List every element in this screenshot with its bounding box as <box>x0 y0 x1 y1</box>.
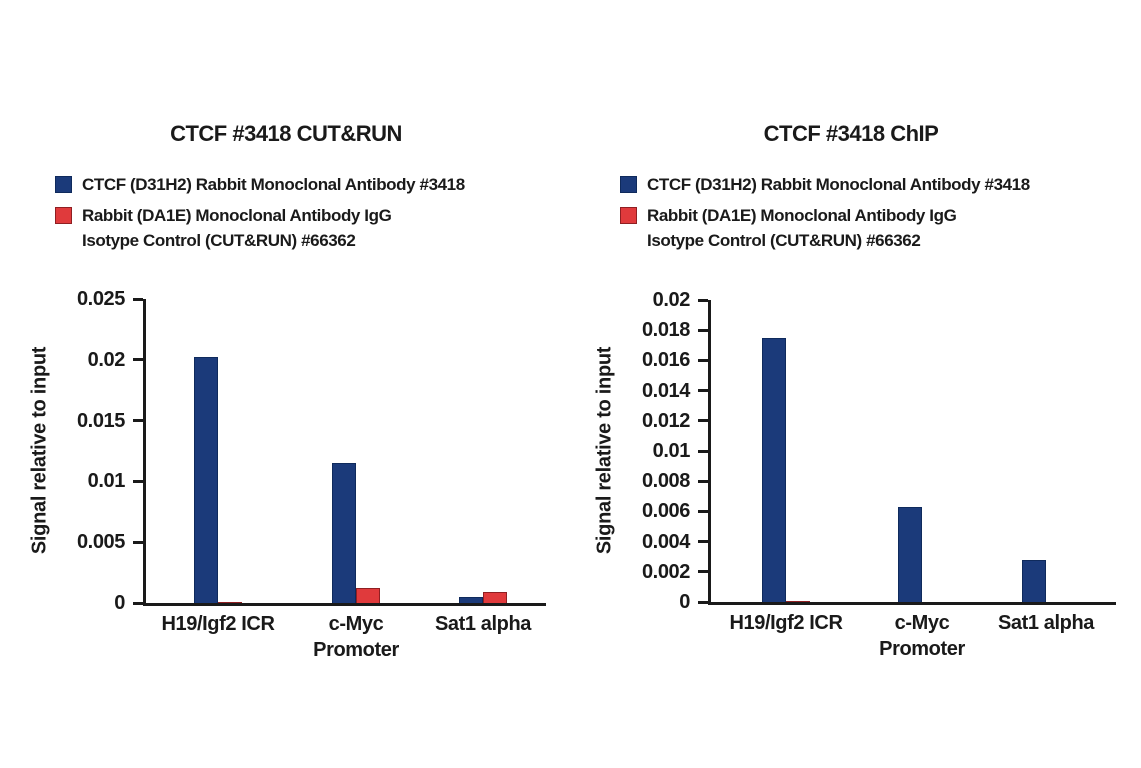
x-axis-label-sat1-alpha: Sat1 alpha <box>997 612 1095 634</box>
y-tick <box>698 449 708 453</box>
y-tick <box>698 328 708 332</box>
y-tick-label: 0.01 <box>652 440 691 462</box>
legend-swatch-red-icon <box>55 207 72 224</box>
x-axis-label-c-myc-promoter: c-Myc Promoter <box>313 613 399 661</box>
bar-ctcf-h19-igf2-icr <box>762 337 786 602</box>
plot-area: 0 0.005 0.01 0.015 0.02 0.025 H19/Igf2 ICR c-My… <box>77 288 546 661</box>
y-tick <box>698 419 708 423</box>
y-tick <box>133 479 143 483</box>
y-tick-label: 0.02 <box>652 289 691 311</box>
y-tick-label: 0.018 <box>641 319 690 342</box>
legend-label-igg: Rabbit (DA1E) Monoclonal Antibody IgG Is… <box>647 206 957 250</box>
x-axis-label-sat1-alpha: Sat1 alpha <box>434 613 532 635</box>
y-tick <box>133 297 143 301</box>
legend-entry-ctcf: CTCF (D31H2) Rabbit Monoclonal Antibody … <box>55 172 555 197</box>
x-axis-label-c-myc-promoter: c-Myc Promoter <box>879 612 965 660</box>
y-tick <box>698 479 708 483</box>
legend-label-igg: Rabbit (DA1E) Monoclonal Antibody IgG Is… <box>82 206 392 250</box>
chart-cutandrun: CTCF #3418 CUT&RUN CTCF (D31H2) Rabbit M… <box>29 121 555 661</box>
y-tick-label: 0.006 <box>641 500 690 523</box>
y-tick <box>698 540 708 544</box>
y-tick-label: 0.025 <box>76 288 125 310</box>
bar-ctcf-c-myc-promoter <box>332 463 356 603</box>
y-tick <box>698 298 708 302</box>
legend-entry-igg: Rabbit (DA1E) Monoclonal Antibody IgG Is… <box>55 203 555 253</box>
y-tick <box>698 358 708 362</box>
y-tick-label: 0.015 <box>76 409 125 432</box>
legend-entry-igg: Rabbit (DA1E) Monoclonal Antibody IgG Is… <box>620 203 1120 253</box>
y-tick-label: 0.004 <box>641 530 690 553</box>
y-tick <box>133 540 143 544</box>
chart-title: CTCF #3418 ChIP <box>763 121 939 147</box>
y-tick <box>133 358 143 362</box>
bar-igg-sat1-alpha <box>483 592 507 603</box>
bar-ctcf-h19-igf2-icr <box>194 357 218 603</box>
y-tick-label: 0.016 <box>641 349 690 372</box>
y-tick-label: 0 <box>679 591 690 613</box>
chart-chip: CTCF #3418 ChIP CTCF (D31H2) Rabbit Mono… <box>565 0 1137 768</box>
y-tick-label: 0.002 <box>641 560 690 583</box>
y-tick <box>698 600 708 604</box>
legend-label-ctcf: CTCF (D31H2) Rabbit Monoclonal Antibody … <box>647 175 1030 194</box>
bar-ctcf-sat1-alpha <box>1022 559 1046 602</box>
legend-swatch-blue-icon <box>55 176 72 193</box>
legend-entry-ctcf: CTCF (D31H2) Rabbit Monoclonal Antibody … <box>620 172 1120 197</box>
legend-label-ctcf: CTCF (D31H2) Rabbit Monoclonal Antibody … <box>82 175 465 194</box>
bar-ctcf-sat1-alpha <box>459 596 483 603</box>
y-tick-label: 0.01 <box>87 470 126 493</box>
y-tick <box>698 389 708 393</box>
y-tick-label: 0.02 <box>87 348 126 371</box>
legend: CTCF (D31H2) Rabbit Monoclonal Antibody … <box>620 172 1120 259</box>
y-tick-label: 0.005 <box>76 531 125 554</box>
y-tick <box>698 509 708 513</box>
bar-igg-h19-igf2-icr <box>218 601 242 603</box>
legend-swatch-red-icon <box>620 207 637 224</box>
y-tick-label: 0 <box>114 592 125 614</box>
plot-area: 0 0.002 0.004 0.006 0.008 0.01 0.012 0.014 0.016… <box>642 289 1116 660</box>
y-tick-label: 0.014 <box>641 379 690 402</box>
y-tick <box>698 570 708 574</box>
y-tick-label: 0.012 <box>641 409 690 432</box>
legend-swatch-blue-icon <box>620 176 637 193</box>
bar-igg-c-myc-promoter <box>356 588 380 603</box>
y-tick <box>133 419 143 423</box>
bar-ctcf-c-myc-promoter <box>898 506 922 602</box>
chart-title: CTCF #3418 CUT&RUN <box>170 121 402 147</box>
x-axis-label-h19-igf2-icr: H19/Igf2 ICR <box>161 613 275 635</box>
x-axis-label-h19-igf2-icr: H19/Igf2 ICR <box>729 612 843 634</box>
bar-igg-h19-igf2-icr <box>786 600 810 602</box>
y-tick <box>133 601 143 605</box>
y-tick-label: 0.008 <box>641 470 690 493</box>
legend: CTCF (D31H2) Rabbit Monoclonal Antibody … <box>55 172 555 259</box>
